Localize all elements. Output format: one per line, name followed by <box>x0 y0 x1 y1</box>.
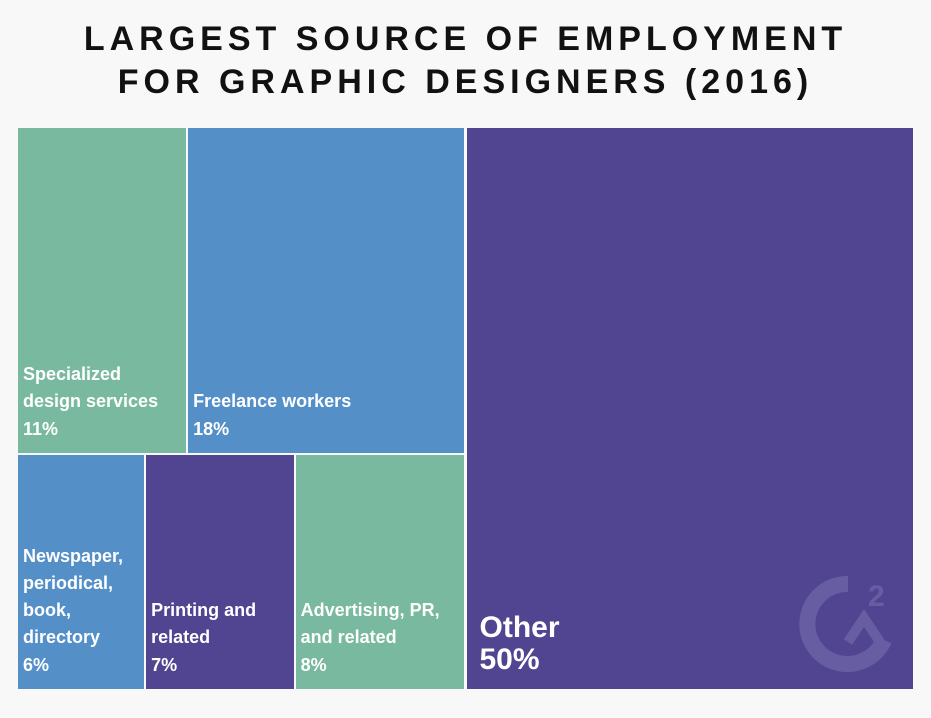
g2-logo-icon: 2 <box>799 575 892 672</box>
treemap-chart: Specialized design services 11% Freelance … <box>17 127 914 690</box>
chart-title-line-1: LARGEST SOURCE OF EMPLOYMENT <box>83 20 848 58</box>
treemap-tile-printing-and-related: Printing and related 7% <box>145 453 295 690</box>
treemap-tile-label: Advertising, PR, and related <box>300 599 440 647</box>
treemap-tile-label: Printing and related <box>151 599 257 647</box>
g2-logo-ring <box>799 575 892 672</box>
treemap-tile-other: Other 50% <box>465 127 914 690</box>
treemap-tile-label: Specialized design services <box>23 363 159 411</box>
treemap-tile-freelance-workers: Freelance workers 18% <box>187 127 466 454</box>
chart-title-line-2: FOR GRAPHIC DESIGNERS (2016) <box>117 63 814 101</box>
treemap-tile-specialized-design-services: Specialized design services 11% <box>17 127 188 454</box>
treemap-tile-value: 7% <box>151 654 178 675</box>
treemap-tile-advertising-pr-and-related: Advertising, PR, and related 8% <box>294 453 466 690</box>
treemap-tile-label: Other <box>479 611 560 644</box>
treemap-tile-value: 6% <box>23 654 50 675</box>
g2-logo-chevron <box>843 608 885 645</box>
treemap-tile-label: Newspaper, periodical, book, directory <box>23 545 124 647</box>
treemap-tile-value: 18% <box>193 418 230 439</box>
g2-logo-superscript: 2 <box>868 580 885 613</box>
treemap-tile-newspaper-periodical-book-directory: Newspaper, periodical, book, directory 6% <box>17 453 146 690</box>
treemap-tile-label: Freelance workers <box>193 390 352 411</box>
treemap-tile-value: 50% <box>479 643 540 676</box>
chart-title: LARGEST SOURCE OF EMPLOYMENT FOR GRAPHIC… <box>0 18 931 104</box>
treemap-tile-value: 8% <box>300 654 327 675</box>
treemap-tile-value: 11% <box>23 418 59 439</box>
